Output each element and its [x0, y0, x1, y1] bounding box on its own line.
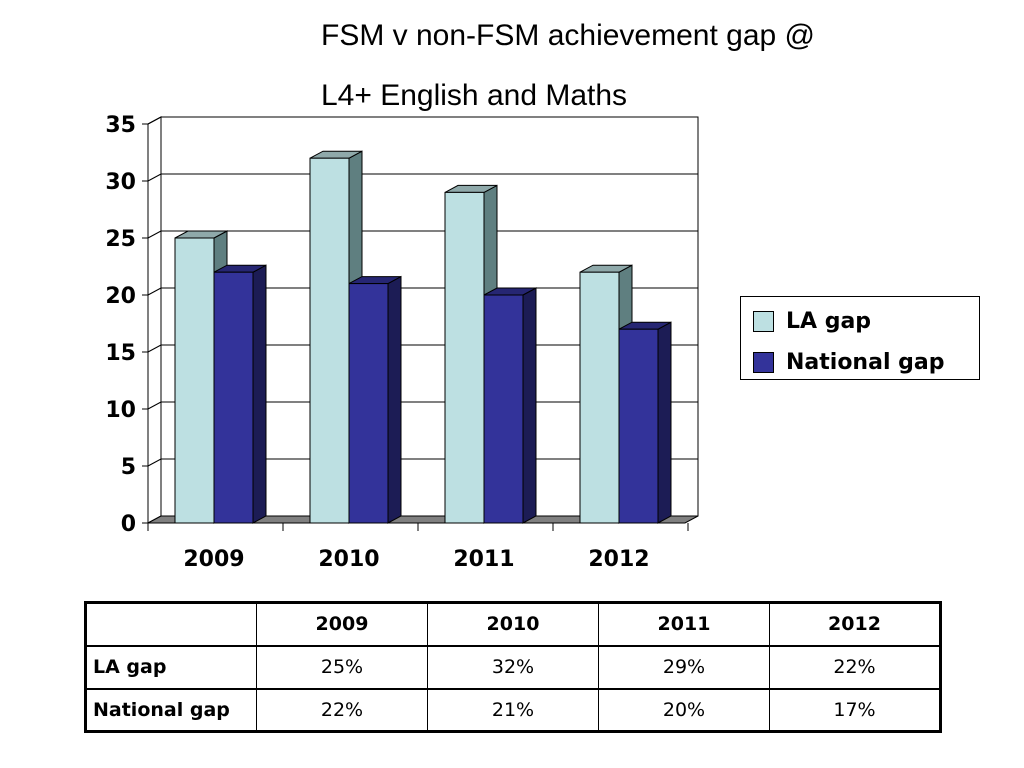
table-cell: 25%: [256, 645, 428, 689]
legend-item-la-gap: LA gap: [753, 306, 871, 336]
gridline-side: [147, 458, 162, 467]
gridline-side: [147, 173, 162, 182]
table-cell: 32%: [427, 645, 599, 689]
bar-la-gap: [174, 237, 215, 524]
table-cell: 21%: [427, 688, 599, 732]
table-header-row: 2009 2010 2011 2012: [85, 602, 941, 646]
y-tick-label: 5: [121, 455, 136, 480]
bar-national-gap: [348, 283, 389, 524]
y-tick-label: 25: [105, 227, 136, 252]
table-header-cell: 2009: [256, 602, 428, 646]
table-header-cell: 2012: [769, 602, 941, 646]
table-row: LA gap 25% 32% 29% 22%: [85, 645, 941, 689]
y-tick-label: 0: [121, 512, 136, 537]
table-cell: 22%: [256, 688, 428, 732]
legend-swatch-la-gap: [753, 310, 774, 332]
bar-national-gap: [483, 294, 524, 524]
y-tick-label: 15: [105, 341, 136, 366]
table-row-label: National gap: [85, 688, 257, 732]
bar-national-gap: [618, 328, 659, 524]
bar-la-gap: [444, 191, 485, 524]
bar-la-gap: [309, 157, 350, 524]
gridline-side: [147, 116, 162, 125]
table-row-label: LA gap: [85, 645, 257, 689]
table-header-cell: 2010: [427, 602, 599, 646]
table-header-cell: [85, 602, 257, 646]
gridline-side: [147, 230, 162, 239]
table-cell: 29%: [598, 645, 770, 689]
legend-swatch-national-gap: [753, 351, 774, 373]
table-row: National gap 22% 21% 20% 17%: [85, 688, 941, 732]
legend-label-national-gap: National gap: [786, 349, 945, 375]
x-tick-label: 2010: [318, 547, 379, 572]
x-tick-label: 2012: [588, 547, 649, 572]
chart-legend: LA gap National gap: [740, 296, 980, 380]
table-cell: 20%: [598, 688, 770, 732]
chart-title-line-2: L4+ English and Maths: [321, 79, 628, 112]
bar-national-gap-side: [522, 287, 537, 524]
y-tick-label: 20: [105, 284, 136, 309]
x-tick-label: 2011: [453, 547, 514, 572]
chart-title: FSM v non-FSM achievement gap @ L4+ Engl…: [321, 6, 961, 126]
table-cell: 17%: [769, 688, 941, 732]
y-tick-label: 35: [105, 113, 136, 138]
data-table: 2009 2010 2011 2012 LA gap 25% 32% 29% 2…: [84, 601, 942, 733]
bar-national-gap-side: [657, 321, 672, 524]
table-header-cell: 2011: [598, 602, 770, 646]
chart-title-line-1: FSM v non-FSM achievement gap @: [321, 19, 815, 52]
bar-national-gap-side: [252, 264, 267, 524]
bar-la-gap: [579, 271, 620, 524]
bar-national-gap: [213, 271, 254, 524]
table-cell: 22%: [769, 645, 941, 689]
x-tick-label: 2009: [183, 547, 244, 572]
legend-label-la-gap: LA gap: [786, 308, 872, 334]
gridline-side: [147, 287, 162, 296]
legend-item-national-gap: National gap: [753, 347, 944, 377]
gridline-side: [147, 344, 162, 353]
y-tick-label: 30: [105, 170, 136, 195]
bar-chart: 0 5 10 15 20 25 30 35 2009 2010 2011 2012: [105, 113, 699, 572]
y-tick-label: 10: [105, 398, 136, 423]
bar-national-gap-side: [387, 275, 402, 524]
gridline-side: [147, 401, 162, 410]
